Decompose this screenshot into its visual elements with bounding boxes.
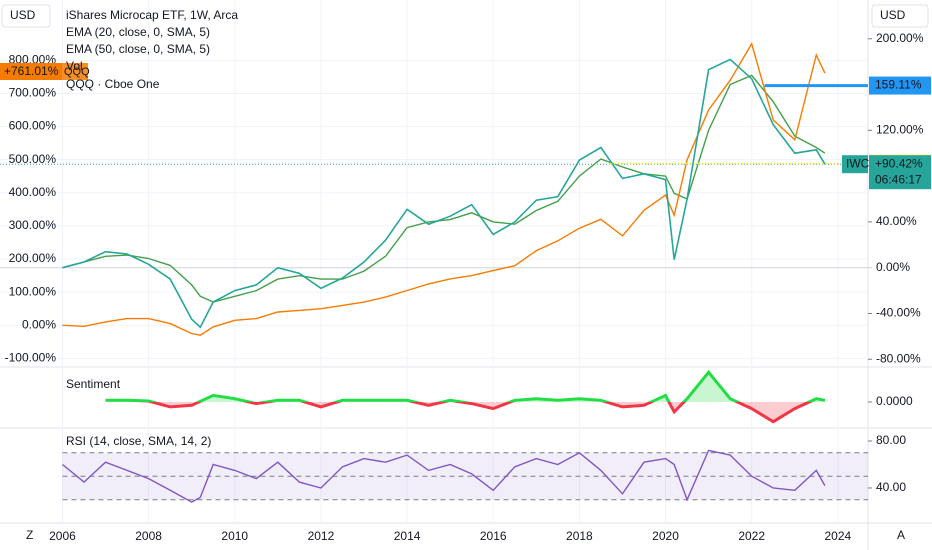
series-tag-bg — [842, 155, 868, 174]
x-tick-label: 2010 — [221, 529, 248, 543]
x-tick-label: 2024 — [824, 529, 851, 543]
y-tick-label: 700.00% — [9, 86, 57, 100]
y2-tick-label: 200.00% — [876, 31, 924, 45]
x-tick-label: 2020 — [652, 529, 679, 543]
legend-item: QQQ · Cboe One — [66, 77, 160, 91]
last-value-label: +761.01% — [4, 64, 59, 78]
y2-tick-label: -80.00% — [876, 351, 921, 365]
currency-button[interactable] — [1, 4, 51, 28]
series-line — [62, 42, 826, 336]
legend-item: Vol — [66, 59, 83, 73]
price-line-label: 159.11% — [875, 78, 922, 92]
auto-scale-button[interactable]: A — [897, 528, 905, 542]
y-tick-label: 40.00 — [876, 480, 906, 494]
y2-tick-label: 0.00% — [876, 260, 910, 274]
y-tick-label: 200.00% — [9, 251, 57, 265]
last-value-bg — [869, 155, 931, 190]
x-tick-label: 2012 — [308, 529, 335, 543]
y-tick-label: 0.00% — [22, 317, 56, 331]
series-tag: IWC — [846, 156, 870, 170]
y2-tick-label: 120.00% — [876, 123, 924, 137]
rsi-band — [62, 452, 868, 500]
price-line-label-bg — [869, 76, 931, 95]
last-value-bg — [0, 63, 62, 80]
last-value-label: +90.42% — [875, 156, 923, 170]
y-tick-label: 80.00 — [876, 433, 906, 447]
pane-title: Sentiment — [66, 377, 121, 391]
y-tick-label: 500.00% — [9, 152, 57, 166]
x-tick-label: 2014 — [394, 529, 421, 543]
x-tick-label: 2016 — [480, 529, 507, 543]
legend-item: EMA (50, close, 0, SMA, 5) — [66, 42, 210, 56]
y2-tick-label: 40.00% — [876, 214, 917, 228]
currency[interactable]: USD — [880, 8, 906, 22]
y-tick-label: 100.00% — [9, 284, 57, 298]
x-tick-label: 2022 — [738, 529, 765, 543]
chart-title: iShares Microcap ETF, 1W, Arca — [66, 8, 238, 22]
rsi-line — [62, 449, 826, 503]
series-tag: QQQ — [64, 66, 90, 78]
currency[interactable]: USD — [10, 8, 36, 22]
y-tick-label: 300.00% — [9, 218, 57, 232]
x-tick-label: 2006 — [49, 529, 76, 543]
legend-item: EMA (20, close, 0, SMA, 5) — [66, 25, 210, 39]
pane-title: RSI (14, close, SMA, 14, 2) — [66, 434, 211, 448]
y-tick-label: 600.00% — [9, 119, 57, 133]
x-tick-label: 2018 — [566, 529, 593, 543]
y-tick-label: -100.00% — [5, 351, 57, 365]
y-tick-label: 400.00% — [9, 185, 57, 199]
series-line — [62, 58, 826, 329]
y2-tick-label: -40.00% — [876, 306, 921, 320]
zoom-button[interactable]: Z — [26, 528, 33, 542]
currency-button[interactable] — [871, 4, 929, 28]
series-tag-bg — [62, 63, 88, 80]
sentiment-line — [105, 369, 826, 424]
series-line — [62, 74, 826, 303]
countdown-label: 06:46:17 — [875, 172, 922, 186]
y-tick-label: 0.0000 — [876, 394, 913, 408]
x-tick-label: 2008 — [135, 529, 162, 543]
